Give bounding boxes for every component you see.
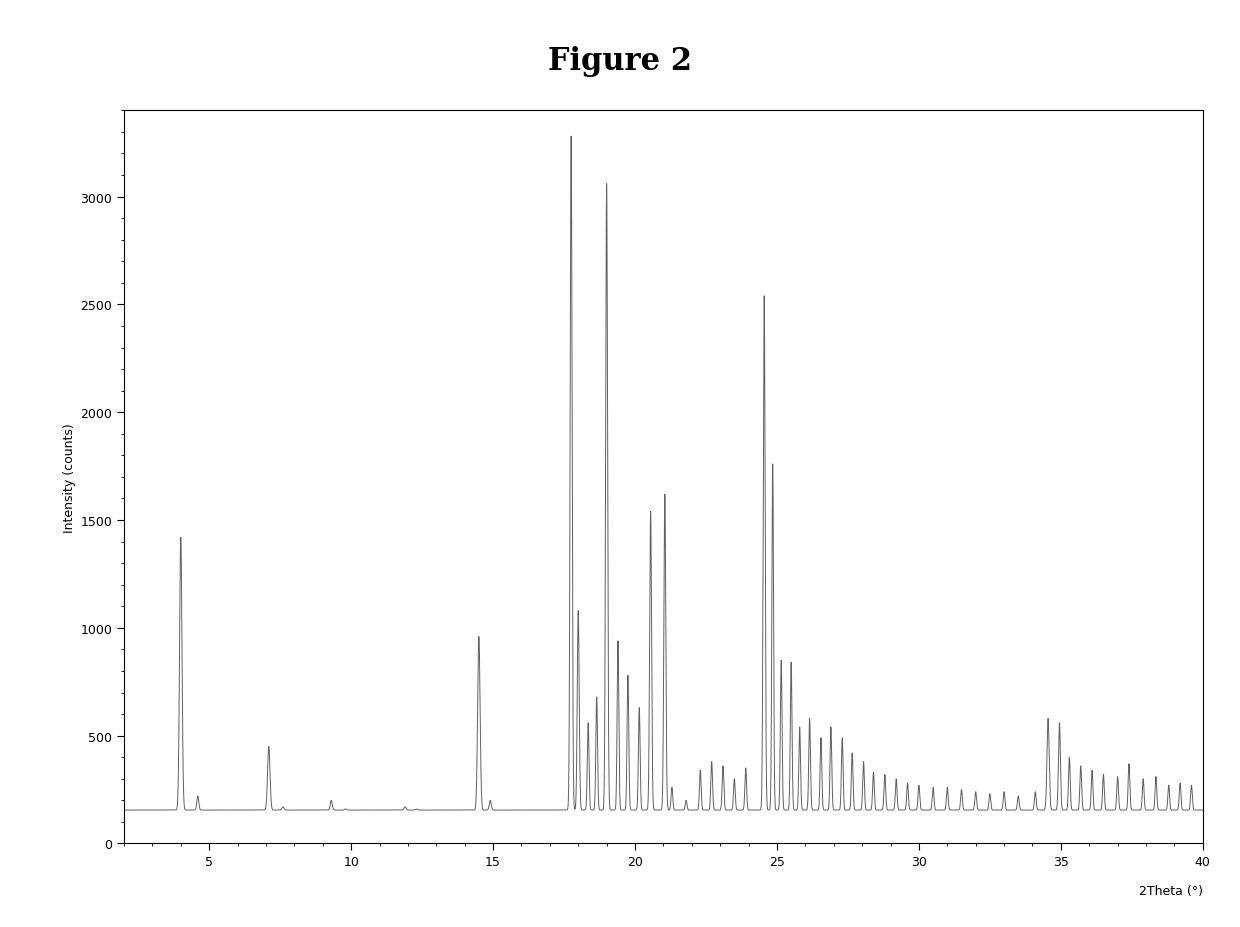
Text: Figure 2: Figure 2 bbox=[548, 46, 692, 77]
Text: 2Theta (°): 2Theta (°) bbox=[1138, 883, 1203, 896]
Y-axis label: Intensity (counts): Intensity (counts) bbox=[63, 423, 76, 532]
